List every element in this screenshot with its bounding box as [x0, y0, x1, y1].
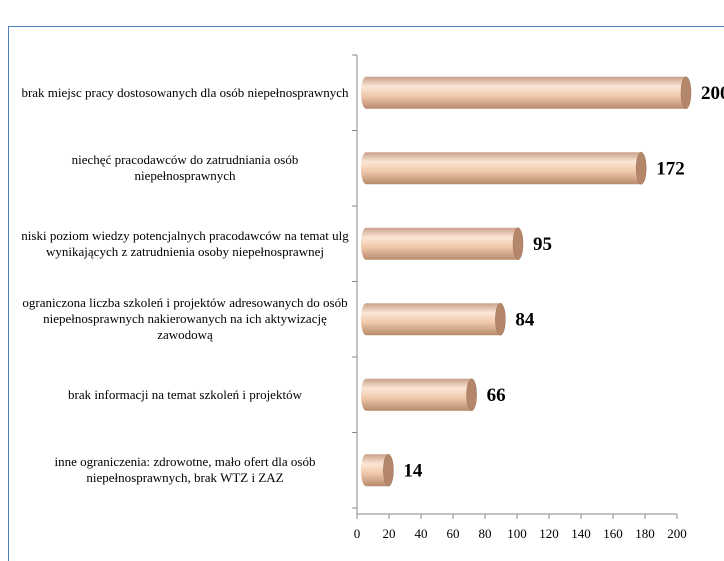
value-label: 84 — [515, 310, 535, 331]
bar-part — [361, 454, 371, 487]
bar-part — [635, 152, 647, 185]
bar-part — [361, 303, 371, 336]
bar — [361, 454, 394, 487]
bar — [361, 152, 647, 185]
category-label: niechęć pracodawców do zatrudniania osób… — [71, 152, 299, 184]
value-label: 95 — [533, 234, 552, 255]
x-tick-label: 20 — [383, 526, 396, 541]
x-tick-label: 100 — [507, 526, 527, 541]
value-label: 14 — [403, 461, 423, 482]
category-label: brak informacji na temat szkoleń i proje… — [68, 386, 302, 402]
bar-part — [680, 76, 692, 109]
bar-part — [361, 378, 371, 411]
x-tick-label: 40 — [415, 526, 428, 541]
bar — [361, 378, 477, 411]
bar-part — [361, 76, 371, 109]
bar-part — [383, 454, 394, 487]
x-tick-label: 140 — [571, 526, 591, 541]
bar-part — [495, 303, 506, 336]
x-tick-label: 160 — [603, 526, 623, 541]
value-label: 66 — [487, 385, 506, 406]
x-tick-label: 80 — [479, 526, 492, 541]
bar-part — [366, 152, 642, 185]
bar-part — [366, 227, 518, 260]
bar-part — [366, 303, 501, 336]
category-label: ograniczona liczba szkoleń i projektów a… — [22, 295, 348, 343]
chart-border — [8, 26, 724, 561]
category-label: inne ograniczenia: zdrowotne, mało ofert… — [54, 454, 316, 486]
bar-part — [366, 454, 389, 487]
x-tick-label: 180 — [635, 526, 655, 541]
x-tick-label: 200 — [667, 526, 687, 541]
bar-part — [361, 227, 371, 260]
bar-part — [366, 378, 472, 411]
value-label: 172 — [656, 159, 685, 180]
bar-part — [466, 378, 477, 411]
x-tick-label: 60 — [447, 526, 460, 541]
x-tick-label: 0 — [354, 526, 361, 541]
bar — [361, 227, 524, 260]
x-tick-label: 120 — [539, 526, 559, 541]
category-label: niski poziom wiedzy potencjalnych pracod… — [21, 227, 349, 259]
bar-part — [512, 227, 524, 260]
bar-part — [361, 152, 371, 185]
bar — [361, 303, 506, 336]
category-label: brak miejsc pracy dostosowanych dla osób… — [21, 84, 349, 100]
bar-part — [366, 76, 686, 109]
value-label: 200 — [701, 83, 724, 104]
bar — [361, 76, 692, 109]
